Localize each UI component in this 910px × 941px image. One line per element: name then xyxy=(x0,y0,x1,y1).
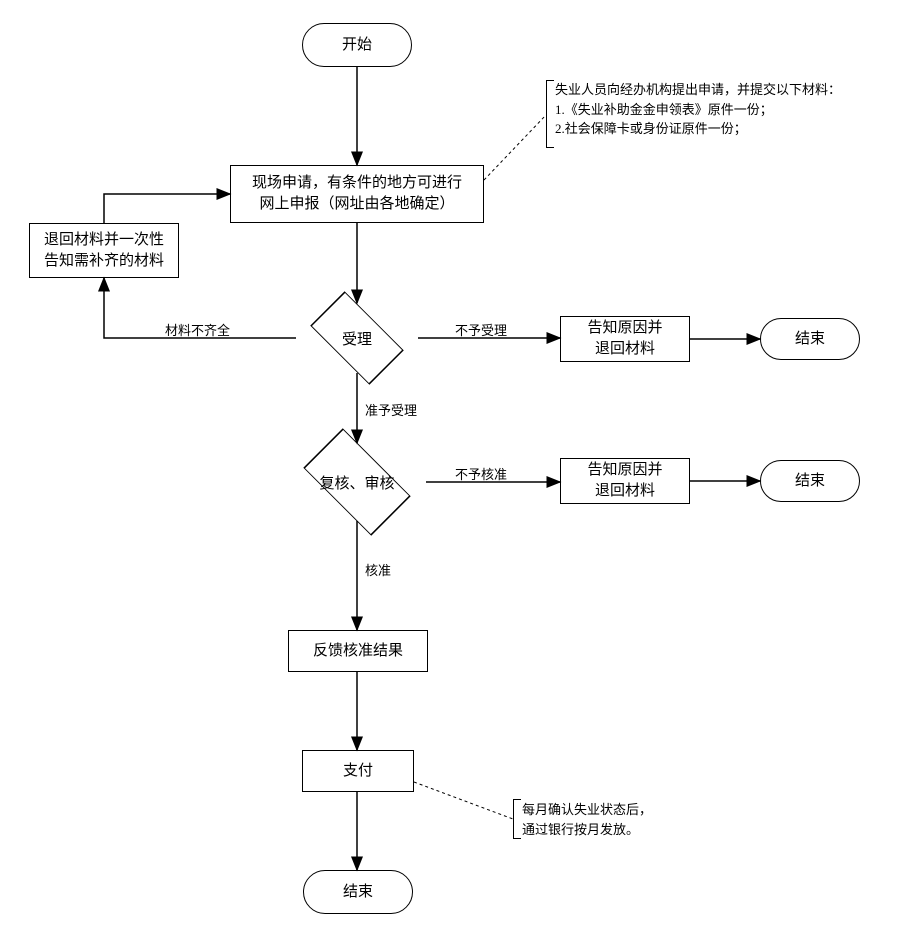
node-feedback-label: 反馈核准结果 xyxy=(313,641,403,662)
label-accept-approve: 准予受理 xyxy=(365,400,417,419)
node-pay: 支付 xyxy=(302,750,414,792)
node-end3-label: 结束 xyxy=(343,882,373,903)
node-end1: 结束 xyxy=(760,318,860,360)
annotation-pay-bracket xyxy=(513,799,521,839)
node-return: 退回材料并一次性 告知需补齐的材料 xyxy=(29,223,179,278)
label-accept-reject: 不予受理 xyxy=(455,320,507,339)
node-end3: 结束 xyxy=(303,870,413,914)
annotation-apply-bracket xyxy=(546,80,554,148)
annotation-pay-text: 每月确认失业状态后， 通过银行按月发放。 xyxy=(522,800,652,839)
label-review-approve: 核准 xyxy=(365,560,391,579)
node-return-label: 退回材料并一次性 告知需补齐的材料 xyxy=(44,230,164,272)
node-reject2: 告知原因并 退回材料 xyxy=(560,458,690,504)
node-reject2-label: 告知原因并 退回材料 xyxy=(587,460,662,502)
node-apply: 现场申请，有条件的地方可进行 网上申报（网址由各地确定） xyxy=(230,165,484,223)
flowchart-canvas: 开始 现场申请，有条件的地方可进行 网上申报（网址由各地确定） 退回材料并一次性… xyxy=(0,0,910,941)
node-pay-label: 支付 xyxy=(343,761,373,782)
node-review: 复核、审核 xyxy=(288,443,426,521)
node-accept: 受理 xyxy=(296,303,418,373)
annotation-apply-text: 失业人员向经办机构提出申请，并提交以下材料： 1.《失业补助金金申领表》原件一份… xyxy=(555,80,841,139)
node-reject1-label: 告知原因并 退回材料 xyxy=(587,318,662,360)
node-accept-label: 受理 xyxy=(342,328,372,349)
node-end2: 结束 xyxy=(760,460,860,502)
label-accept-incomplete: 材料不齐全 xyxy=(165,320,230,339)
node-feedback: 反馈核准结果 xyxy=(288,630,428,672)
label-review-reject: 不予核准 xyxy=(455,464,507,483)
node-end1-label: 结束 xyxy=(795,329,825,350)
node-apply-label: 现场申请，有条件的地方可进行 网上申报（网址由各地确定） xyxy=(252,173,462,215)
node-end2-label: 结束 xyxy=(795,471,825,492)
node-review-label: 复核、审核 xyxy=(319,472,394,493)
node-start: 开始 xyxy=(302,23,412,67)
node-reject1: 告知原因并 退回材料 xyxy=(560,316,690,362)
node-start-label: 开始 xyxy=(342,35,372,56)
